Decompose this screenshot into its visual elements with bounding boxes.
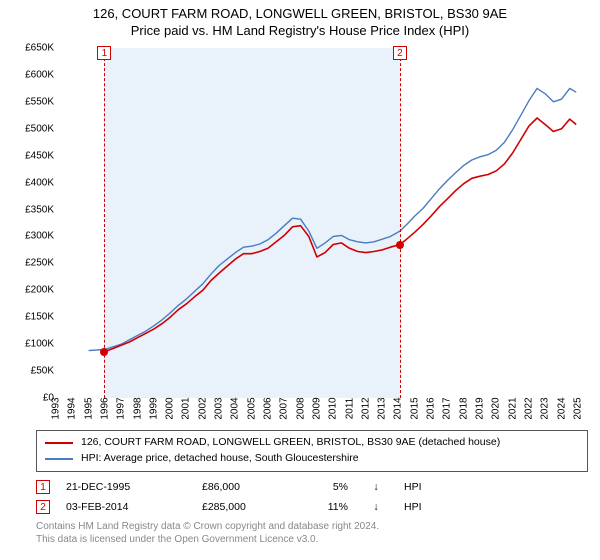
sale-marker	[396, 241, 404, 249]
y-tick-label: £500K	[25, 123, 54, 134]
legend-item: HPI: Average price, detached house, Sout…	[45, 451, 579, 467]
x-tick-label: 1996	[99, 397, 110, 419]
y-tick-label: £250K	[25, 258, 54, 269]
x-tick-label: 2014	[393, 397, 404, 419]
x-tick-label: 2016	[426, 397, 437, 419]
y-tick-label: £600K	[25, 69, 54, 80]
y-tick-label: £50K	[31, 366, 54, 377]
x-tick-label: 2009	[311, 397, 322, 419]
sale-marker	[100, 348, 108, 356]
x-tick-label: 2006	[263, 397, 274, 419]
x-tick-label: 2018	[458, 397, 469, 419]
sale-date: 21-DEC-1995	[66, 481, 186, 493]
x-tick-label: 2022	[523, 397, 534, 419]
x-tick-label: 1995	[83, 397, 94, 419]
x-tick-label: 2025	[572, 397, 583, 419]
legend-box: 126, COURT FARM ROAD, LONGWELL GREEN, BR…	[36, 430, 588, 472]
x-tick-label: 2012	[360, 397, 371, 419]
x-tick-label: 2008	[295, 397, 306, 419]
x-tick-label: 2023	[540, 397, 551, 419]
series-hpi	[89, 88, 577, 350]
footer-line-1: Contains HM Land Registry data © Crown c…	[36, 520, 588, 534]
legend-label: HPI: Average price, detached house, Sout…	[81, 451, 359, 467]
sale-badge: 1	[36, 480, 50, 494]
chart-subtitle: Price paid vs. HM Land Registry's House …	[0, 23, 600, 38]
sale-row: 2 03-FEB-2014 £285,000 11% ↓ HPI	[36, 500, 588, 514]
footer-line-2: This data is licensed under the Open Gov…	[36, 533, 588, 547]
sales-table: 1 21-DEC-1995 £86,000 5% ↓ HPI 2 03-FEB-2014 £28…	[36, 480, 588, 514]
down-arrow-icon: ↓	[364, 501, 388, 513]
reference-line	[104, 48, 105, 398]
legend-and-footer: 126, COURT FARM ROAD, LONGWELL GREEN, BR…	[36, 430, 588, 547]
y-tick-label: £300K	[25, 231, 54, 242]
x-tick-label: 1997	[116, 397, 127, 419]
sale-hpi-label: HPI	[404, 501, 422, 513]
y-tick-label: £550K	[25, 96, 54, 107]
line-series	[56, 48, 586, 398]
x-tick-label: 1999	[148, 397, 159, 419]
x-axis: 1993199419951996199719981999200020012002…	[56, 398, 586, 418]
x-tick-label: 2003	[214, 397, 225, 419]
x-tick-label: 2019	[475, 397, 486, 419]
y-tick-label: £100K	[25, 339, 54, 350]
plot-area: 12	[56, 48, 586, 398]
data-attribution: Contains HM Land Registry data © Crown c…	[36, 520, 588, 547]
sale-row: 1 21-DEC-1995 £86,000 5% ↓ HPI	[36, 480, 588, 494]
x-tick-label: 1993	[51, 397, 62, 419]
sale-pct: 11%	[308, 501, 348, 513]
y-tick-label: £150K	[25, 312, 54, 323]
legend-swatch	[45, 442, 73, 444]
x-tick-label: 2010	[328, 397, 339, 419]
y-tick-label: £350K	[25, 204, 54, 215]
sale-pct: 5%	[308, 481, 348, 493]
reference-line	[400, 48, 401, 398]
chart-area: £0£50K£100K£150K£200K£250K£300K£350K£400…	[8, 48, 590, 418]
y-tick-label: £650K	[25, 43, 54, 54]
x-tick-label: 2004	[230, 397, 241, 419]
y-axis: £0£50K£100K£150K£200K£250K£300K£350K£400…	[8, 48, 56, 398]
x-tick-label: 2013	[377, 397, 388, 419]
x-tick-label: 2024	[556, 397, 567, 419]
x-tick-label: 2001	[181, 397, 192, 419]
legend-swatch	[45, 458, 73, 460]
legend-label: 126, COURT FARM ROAD, LONGWELL GREEN, BR…	[81, 435, 500, 451]
x-tick-label: 2017	[442, 397, 453, 419]
sale-hpi-label: HPI	[404, 481, 422, 493]
x-tick-label: 1998	[132, 397, 143, 419]
x-tick-label: 1994	[67, 397, 78, 419]
down-arrow-icon: ↓	[364, 481, 388, 493]
sale-price: £86,000	[202, 481, 292, 493]
y-tick-label: £200K	[25, 285, 54, 296]
y-tick-label: £400K	[25, 177, 54, 188]
reference-badge: 1	[97, 46, 111, 60]
x-tick-label: 2005	[246, 397, 257, 419]
sale-price: £285,000	[202, 501, 292, 513]
title-block: 126, COURT FARM ROAD, LONGWELL GREEN, BR…	[0, 0, 600, 38]
x-tick-label: 2002	[197, 397, 208, 419]
x-tick-label: 2015	[409, 397, 420, 419]
x-tick-label: 2000	[165, 397, 176, 419]
x-tick-label: 2007	[279, 397, 290, 419]
chart-title: 126, COURT FARM ROAD, LONGWELL GREEN, BR…	[0, 6, 600, 21]
reference-badge: 2	[393, 46, 407, 60]
y-tick-label: £450K	[25, 150, 54, 161]
x-tick-label: 2021	[507, 397, 518, 419]
x-tick-label: 2011	[344, 398, 355, 420]
legend-item: 126, COURT FARM ROAD, LONGWELL GREEN, BR…	[45, 435, 579, 451]
sale-badge: 2	[36, 500, 50, 514]
sale-date: 03-FEB-2014	[66, 501, 186, 513]
x-tick-label: 2020	[491, 397, 502, 419]
